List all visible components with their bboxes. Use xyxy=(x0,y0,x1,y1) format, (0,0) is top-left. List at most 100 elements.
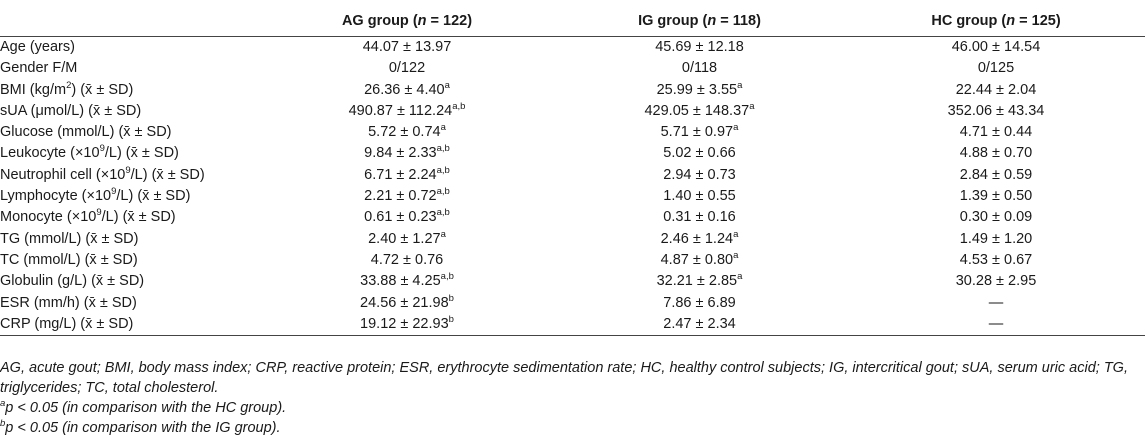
column-header-n: n xyxy=(1006,13,1016,29)
row-label-tail: /L) xyxy=(101,209,119,226)
header-row: AG group (n = 122) IG group (n = 118) HC g… xyxy=(0,6,1145,37)
cell-value: 1.49 ± 1.20 xyxy=(959,230,1033,247)
table-cell: 44.07 ± 13.97 xyxy=(262,37,552,59)
row-label: ESR (mm/h) (x̄ ± SD) xyxy=(0,293,262,314)
column-header-2: IG group (n = 118) xyxy=(552,6,847,37)
row-label: TC (mmol/L) (x̄ ± SD) xyxy=(0,250,262,271)
column-header-n: n xyxy=(417,13,427,29)
footnote-a: ap < 0.05 (in comparison with the HC gro… xyxy=(0,398,1140,418)
cell-value: 0/118 xyxy=(681,60,718,77)
cell-value: 5.71 ± 0.97 xyxy=(660,124,734,141)
row-label-text: CRP (mg/L) xyxy=(0,315,77,332)
table-cell: 4.53 ± 0.67 xyxy=(847,250,1145,271)
cell-value: 1.40 ± 0.55 xyxy=(663,188,736,205)
table-cell: 2.47 ± 2.34 xyxy=(552,313,847,337)
cell-value: 26.36 ± 4.40 xyxy=(364,81,445,98)
row-label-stat: (x̄ ± SD) xyxy=(118,209,176,226)
cell-value: 2.40 ± 1.27 xyxy=(368,230,441,247)
cell-value: 9.84 ± 2.33 xyxy=(364,145,437,162)
table-row: BMI (kg/m2) (x̄ ± SD) 26.36 ± 4.40a 25.99 … xyxy=(0,80,1145,101)
table-row: ESR (mm/h) (x̄ ± SD) 24.56 ± 21.98b 7.86 ±… xyxy=(0,293,1145,314)
footnote-a-text: p < 0.05 (in comparison with the HC grou… xyxy=(5,400,287,416)
cell-value: 30.28 ± 2.95 xyxy=(955,273,1037,290)
table-cell: 2.21 ± 0.72a,b xyxy=(262,186,552,207)
row-label: TG (mmol/L) (x̄ ± SD) xyxy=(0,229,262,250)
cell-significance-mark: a,b xyxy=(436,143,450,155)
cell-value: 490.87 ± 112.24 xyxy=(348,102,453,119)
row-label-stat: (x̄ ± SD) xyxy=(87,273,145,290)
table-cell: — xyxy=(847,293,1145,314)
cell-value: 2.47 ± 2.34 xyxy=(663,315,736,332)
cell-value: 352.06 ± 43.34 xyxy=(947,102,1045,119)
row-label-text: TG (mmol/L) xyxy=(0,230,82,247)
table-cell: 2.46 ± 1.24a xyxy=(552,229,847,250)
cell-value: 5.72 ± 0.74 xyxy=(368,124,441,141)
cell-value: 4.88 ± 0.70 xyxy=(959,145,1033,162)
column-header-3: HC group (n = 125) xyxy=(847,6,1145,37)
cell-significance-mark: a,b xyxy=(436,164,450,176)
column-header-prefix: HC group ( xyxy=(931,13,1007,29)
row-label: Globulin (g/L) (x̄ ± SD) xyxy=(0,271,262,292)
column-header-n: n xyxy=(707,13,717,29)
row-label: BMI (kg/m2) (x̄ ± SD) xyxy=(0,80,262,101)
footnote-b-mark: b xyxy=(0,418,6,429)
table-row: sUA (μmol/L) (x̄ ± SD) 490.87 ± 112.24a,b… xyxy=(0,101,1145,122)
row-label-stat: (x̄ ± SD) xyxy=(114,124,172,141)
row-label-stat: (x̄ ± SD) xyxy=(147,166,205,183)
cell-value: 0.30 ± 0.09 xyxy=(959,209,1033,226)
table-cell: 45.69 ± 12.18 xyxy=(552,37,847,59)
cell-value: 24.56 ± 21.98 xyxy=(360,294,449,311)
table-cell: 0/118 xyxy=(552,58,847,79)
cell-significance-mark: a xyxy=(749,100,755,112)
cell-value: 25.99 ± 3.55 xyxy=(656,81,738,98)
table-row: Gender F/M 0/122 0/118 0/125 xyxy=(0,58,1145,79)
table-cell: 46.00 ± 14.54 xyxy=(847,37,1145,59)
table-cell: 2.40 ± 1.27a xyxy=(262,229,552,250)
table-cell: 24.56 ± 21.98b xyxy=(262,293,552,314)
row-label-text: Age (years) xyxy=(0,39,75,55)
table-cell: 0.31 ± 0.16 xyxy=(552,207,847,228)
row-label-text: Monocyte (×10 xyxy=(0,209,97,226)
table-cell: 0/122 xyxy=(262,58,552,79)
cell-value: 6.71 ± 2.24 xyxy=(364,166,437,183)
row-label: Lymphocyte (×109/L) (x̄ ± SD) xyxy=(0,186,262,207)
row-label-tail: /L) xyxy=(104,145,122,162)
row-label-unit-sup: 9 xyxy=(99,143,105,155)
row-label: CRP (mg/L) (x̄ ± SD) xyxy=(0,313,262,337)
table-cell: 4.88 ± 0.70 xyxy=(847,143,1145,164)
table-row: TG (mmol/L) (x̄ ± SD) 2.40 ± 1.27a 2.46 ± … xyxy=(0,229,1145,250)
row-label: Leukocyte (×109/L) (x̄ ± SD) xyxy=(0,143,262,164)
row-label: Neutrophil cell (×109/L) (x̄ ± SD) xyxy=(0,165,262,186)
table-cell: 429.05 ± 148.37a xyxy=(552,101,847,122)
table-cell: 4.72 ± 0.76 xyxy=(262,250,552,271)
table-cell: 0.30 ± 0.09 xyxy=(847,207,1145,228)
cell-value: 0/125 xyxy=(977,60,1015,77)
cell-significance-mark: a xyxy=(444,79,450,91)
cell-significance-mark: a,b xyxy=(452,100,466,112)
row-label: Age (years) xyxy=(0,37,262,59)
row-label-unit-sup: 9 xyxy=(96,207,102,219)
table-cell: 0.61 ± 0.23a,b xyxy=(262,207,552,228)
cell-value: 7.86 ± 6.89 xyxy=(663,294,736,311)
table-body: Age (years) 44.07 ± 13.97 45.69 ± 12.18 46.… xyxy=(0,37,1145,337)
cell-value: 0.31 ± 0.16 xyxy=(663,209,736,226)
row-label: Monocyte (×109/L) (x̄ ± SD) xyxy=(0,207,262,228)
row-label-tail: ) xyxy=(71,81,77,98)
row-label-tail: /L) xyxy=(130,166,148,183)
table-cell: 25.99 ± 3.55a xyxy=(552,80,847,101)
cell-significance-mark: a,b xyxy=(436,207,450,219)
table-row: Age (years) 44.07 ± 13.97 45.69 ± 12.18 46.… xyxy=(0,37,1145,59)
cell-value: 4.87 ± 0.80 xyxy=(660,251,734,268)
table-row: Globulin (g/L) (x̄ ± SD) 33.88 ± 4.25a,b 3… xyxy=(0,271,1145,292)
row-label-text: Gender F/M xyxy=(0,60,78,77)
table-cell: 5.72 ± 0.74a xyxy=(262,122,552,143)
cell-value: 429.05 ± 148.37 xyxy=(644,102,750,119)
cell-value: — xyxy=(988,294,1004,311)
cell-value: 33.88 ± 4.25 xyxy=(360,273,441,290)
column-header-suffix: = 125) xyxy=(1015,13,1061,29)
table-cell: 5.02 ± 0.66 xyxy=(552,143,847,164)
table-row: TC (mmol/L) (x̄ ± SD) 4.72 ± 0.76 4.87 ± 0… xyxy=(0,250,1145,271)
table-cell: 4.87 ± 0.80a xyxy=(552,250,847,271)
column-header-suffix: = 118) xyxy=(716,13,761,29)
